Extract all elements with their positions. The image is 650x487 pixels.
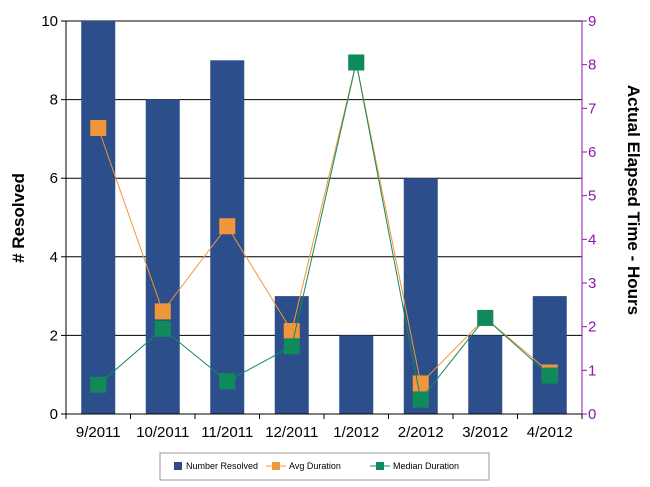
line-series [90,54,558,408]
x-tick-label: 2/2012 [398,424,444,441]
bar-number-resolved [403,178,438,414]
marker-median-duration [348,54,365,71]
y2-tick-label: 9 [588,13,596,30]
y2-tick-label: 2 [588,319,596,336]
marker-median-duration [154,320,171,337]
y-axis-title: # Resolved [9,173,28,263]
line-avg-duration [97,62,551,385]
marker-avg-duration [283,323,300,340]
marker-median-duration [283,338,300,355]
marker-median-duration [90,376,107,393]
y2-tick-label: 6 [588,144,596,161]
legend-box [159,452,490,481]
bar-number-resolved [532,296,567,414]
y2-tick-label: 1 [588,362,596,379]
y2-tick-label: 8 [588,57,596,74]
legend-swatch-number-resolved [174,462,182,470]
y2-tick-label: 3 [588,275,596,292]
bar-number-resolved [468,335,503,414]
tick-labels: 0 2 4 6 8 10 0 1 2 3 4 5 6 7 8 9 9/2011 10/2011 11/2011 12/… [41,13,596,441]
y-tick-label: 10 [41,13,58,30]
y-tick-label: 4 [50,249,58,266]
legend-marker-avg-duration [272,462,280,470]
y2-tick-label: 4 [588,231,596,248]
x-tick-label: 9/2011 [76,424,121,441]
bar-number-resolved [145,99,180,414]
y2-axis-title: Actual Elapsed Time - Hours [624,85,643,315]
x-tick-label: 1/2012 [333,424,379,441]
bar-number-resolved [210,60,245,415]
y-tick-label: 0 [50,406,58,423]
x-tick-label: 4/2012 [527,424,573,441]
bar-series [81,21,567,415]
marker-median-duration [219,373,236,390]
bar-number-resolved [339,335,374,414]
y2-tick-label: 5 [588,188,596,205]
marker-avg-duration [90,119,107,136]
legend-label-number-resolved: Number Resolved [186,461,258,471]
legend: Number Resolved Avg Duration Median Dura… [159,452,490,481]
y2-tick-label: 7 [588,100,596,117]
y2-tick-label: 0 [588,406,596,423]
legend-label-avg-duration: Avg Duration [289,461,341,471]
marker-median-duration [477,309,494,326]
y-tick-label: 6 [50,170,58,187]
y-tick-label: 2 [50,327,58,344]
marker-avg-duration [412,375,429,392]
bar-number-resolved [274,296,309,414]
x-tick-label: 11/2011 [201,424,253,441]
bar-number-resolved [81,21,116,414]
gridlines [66,20,582,415]
legend-label-median-duration: Median Duration [393,461,459,471]
legend-marker-median-duration [376,462,384,470]
x-tick-label: 12/2011 [265,424,318,441]
marker-median-duration [412,391,429,408]
x-tick-label: 10/2011 [136,424,189,441]
axes [61,20,587,419]
y-tick-label: 8 [50,92,58,109]
marker-median-duration [541,367,558,384]
x-tick-label: 3/2012 [462,424,508,441]
line-median-duration [97,62,551,401]
marker-avg-duration [219,218,236,235]
marker-avg-duration [154,303,171,320]
